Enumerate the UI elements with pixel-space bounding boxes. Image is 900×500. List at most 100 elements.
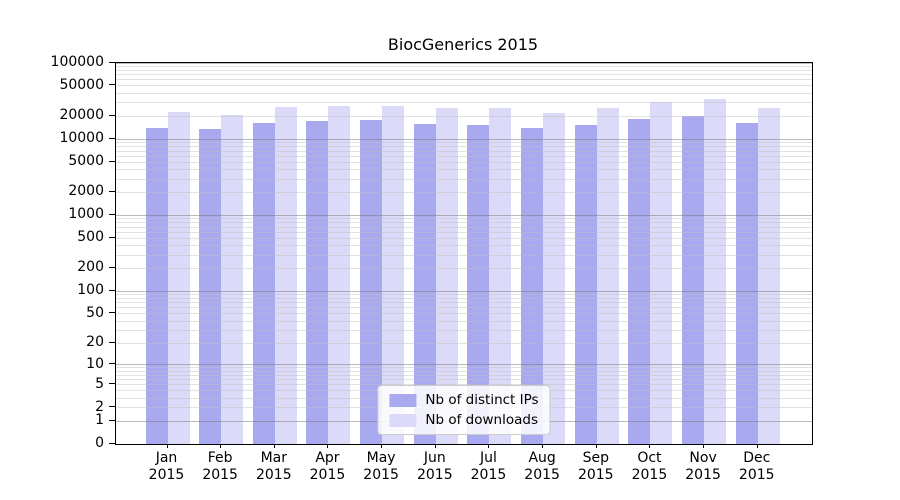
y-tick-label: 20 [86,334,104,351]
gridline-minor [116,268,812,269]
gridline-minor [116,146,812,148]
gridline-major [116,62,812,64]
gridline-major [116,364,812,366]
x-tick-label: Dec 2015 [738,450,775,483]
bar-downloads [650,102,673,444]
x-tick-label: Sep 2015 [577,450,614,483]
gridline-minor [116,307,812,309]
legend: Nb of distinct IPs Nb of downloads [377,385,551,435]
bar-downloads [167,112,190,444]
bar-downloads [596,108,619,444]
gridline-minor [116,320,812,322]
gridline-minor [116,155,812,157]
y-tick-label: 10 [86,355,104,372]
legend-item-distinct-ips: Nb of distinct IPs [389,392,539,408]
x-tick-label: Jan 2015 [148,450,185,483]
gridline-minor [116,231,812,233]
y-tick-label: 50000 [59,76,104,93]
x-tick-label: Apr 2015 [309,450,346,483]
gridline-minor [116,142,812,144]
gridline-minor [116,370,812,372]
bar-downloads [757,108,780,444]
gridline-minor [116,237,812,239]
x-tick-label: Aug 2015 [524,450,560,483]
gridline-minor [116,150,812,152]
gridline-minor [116,102,812,104]
legend-swatch-distinct-ips-icon [389,393,417,407]
bar-distinct-ips [735,122,758,444]
bar-distinct-ips [413,123,436,444]
bar-downloads [274,106,297,444]
x-tick-label: May 2015 [363,450,399,483]
y-tick-label: 1000 [68,206,104,223]
bar-downloads [221,114,244,444]
gridline-minor [116,298,812,300]
y-tick-label: 500 [77,229,104,246]
bar-distinct-ips [199,129,222,444]
gridline-minor [116,178,812,180]
y-tick-label: 50 [86,304,104,321]
gridline-minor [116,115,812,117]
gridline-major [116,290,812,292]
gridline-minor [116,374,812,376]
y-tick-label: 2000 [68,183,104,200]
legend-swatch-downloads-icon [389,413,417,427]
gridline-minor [116,384,812,386]
gridline-minor [116,191,812,193]
gridline-minor [116,329,812,331]
gridline-minor [116,226,812,228]
y-tick-label: 5000 [68,153,104,170]
bar-distinct-ips [682,116,705,444]
gridline-minor [116,69,812,71]
bar-downloads [328,106,351,444]
gridline-minor [116,161,812,163]
bar-distinct-ips [360,119,383,444]
bar-downloads [382,105,405,444]
y-tick-label: 0 [95,435,104,451]
gridline-minor [116,79,812,81]
legend-label-downloads: Nb of downloads [425,412,538,428]
gridline-minor [116,169,812,171]
bar-downloads [435,107,458,444]
gridline-minor [116,342,812,344]
y-tick-label: 20000 [59,107,104,124]
plot-area: Nb of distinct IPs Nb of downloads [115,62,813,445]
gridline-major [116,214,812,216]
bar-downloads [543,113,566,444]
legend-label-distinct-ips: Nb of distinct IPs [425,392,539,408]
gridline-minor [116,313,812,315]
bar-downloads [489,108,512,444]
bar-downloads [704,98,727,444]
bar-distinct-ips [628,118,651,444]
y-tick-label: 1 [95,412,104,429]
chart-title: BiocGenerics 2015 [387,35,539,54]
gridline-minor [116,218,812,220]
gridline-minor [116,379,812,381]
x-tick-label: Nov 2015 [685,450,721,483]
gridline-major [116,138,812,140]
gridline-minor [116,302,812,304]
gridline-minor [116,85,812,87]
gridline-minor [116,254,812,256]
x-tick-label: Jul 2015 [470,450,507,483]
gridline-minor [116,245,812,247]
y-tick-label: 10000 [59,130,104,147]
gridline-minor [116,294,812,296]
bar-distinct-ips [252,122,275,444]
gridline-minor [116,222,812,224]
x-tick-label: Mar 2015 [255,450,292,483]
x-tick-label: Feb 2015 [202,450,238,483]
y-tick-label: 5 [95,375,104,392]
bar-distinct-ips [306,120,329,444]
gridline-minor [116,367,812,369]
x-tick-label: Jun 2015 [416,450,453,483]
y-tick-label: 100 [77,282,104,299]
legend-item-downloads: Nb of downloads [389,412,538,428]
gridline-minor [116,92,812,94]
y-tick-label: 100000 [50,54,104,70]
gridline-minor [116,74,812,76]
x-tick-label: Oct 2015 [631,450,668,483]
y-tick-label: 2 [95,398,104,415]
y-tick-label: 200 [77,259,104,276]
